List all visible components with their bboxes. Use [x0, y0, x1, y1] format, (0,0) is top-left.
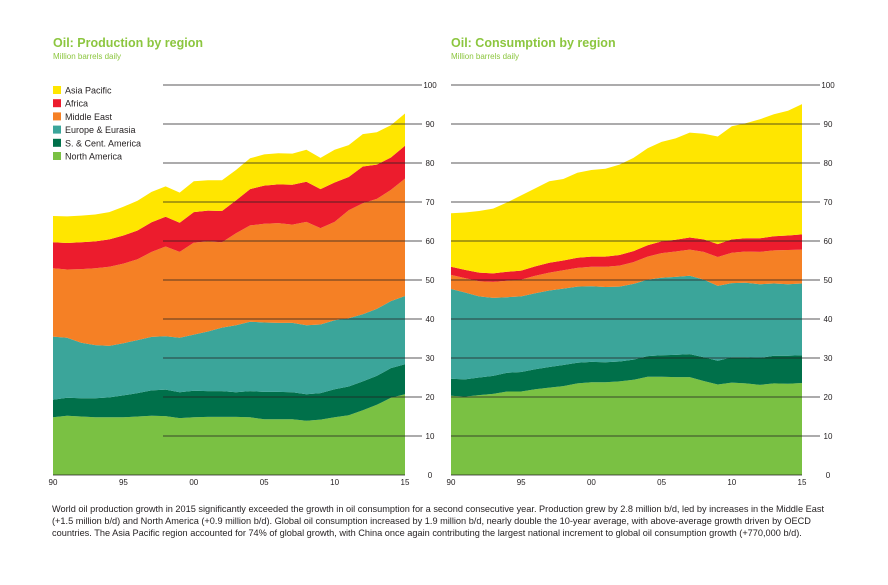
legend-label: Europe & Eurasia — [65, 125, 136, 135]
consumption-area-s-cent-america — [451, 354, 802, 397]
consumption-area-asia-pacific — [451, 104, 802, 274]
production-area-s-cent-america — [53, 364, 405, 421]
production-y-tick-label: 40 — [426, 315, 435, 324]
legend-label: Middle East — [65, 112, 113, 122]
production-y-tick-label: 90 — [426, 120, 435, 129]
consumption-y-tick-label: 20 — [824, 393, 833, 402]
legend-label: Asia Pacific — [65, 86, 112, 96]
consumption-y-tick-label: 70 — [824, 198, 833, 207]
consumption-x-tick-label: 00 — [587, 478, 596, 487]
consumption-y-tick-label: 60 — [824, 237, 833, 246]
legend-label: North America — [65, 152, 122, 162]
production-chart-subtitle: Million barrels daily — [53, 52, 122, 61]
production-y-tick-label: 10 — [426, 432, 435, 441]
consumption-y-tick-label: 80 — [824, 159, 833, 168]
consumption-y-tick-label: 100 — [821, 81, 835, 90]
consumption-chart-subtitle: Million barrels daily — [451, 52, 520, 61]
consumption-x-tick-label: 10 — [727, 478, 736, 487]
production-area-asia-pacific — [53, 113, 405, 243]
production-x-tick-label: 15 — [401, 478, 410, 487]
production-x-tick-label: 00 — [189, 478, 198, 487]
consumption-x-tick-label: 05 — [657, 478, 666, 487]
legend-swatch — [53, 99, 61, 108]
legend-swatch — [53, 112, 61, 121]
production-y-tick-label: 70 — [426, 198, 435, 207]
production-y-tick-label: 60 — [426, 237, 435, 246]
consumption-area-north-america — [451, 376, 802, 475]
production-x-tick-label: 10 — [330, 478, 339, 487]
production-y-tick-label: 20 — [426, 393, 435, 402]
production-y-tick-label: 0 — [428, 471, 433, 480]
production-x-tick-label: 90 — [49, 478, 58, 487]
legend-swatch — [53, 125, 61, 134]
consumption-area-middle-east — [451, 249, 802, 298]
production-chart-title: Oil: Production by region — [53, 36, 203, 50]
production-x-tick-label: 05 — [260, 478, 269, 487]
production-y-tick-label: 100 — [423, 81, 437, 90]
consumption-x-tick-label: 15 — [798, 478, 807, 487]
production-area-africa — [53, 145, 405, 270]
production-area-europe-eurasia — [53, 296, 405, 400]
consumption-y-tick-label: 30 — [824, 354, 833, 363]
chart-caption: World oil production growth in 2015 sign… — [52, 504, 825, 539]
legend-label: S. & Cent. America — [65, 138, 141, 148]
production-y-tick-label: 80 — [426, 159, 435, 168]
consumption-y-tick-label: 90 — [824, 120, 833, 129]
production-y-tick-label: 30 — [426, 354, 435, 363]
production-x-tick-label: 95 — [119, 478, 128, 487]
legend-label: Africa — [65, 99, 88, 109]
legend-swatch — [53, 152, 61, 160]
legend-swatch — [53, 138, 61, 147]
consumption-y-tick-label: 0 — [826, 471, 831, 480]
consumption-area-africa — [451, 234, 802, 282]
consumption-y-tick-label: 10 — [824, 432, 833, 441]
consumption-x-tick-label: 90 — [447, 478, 456, 487]
consumption-area-europe-eurasia — [451, 275, 802, 380]
consumption-y-tick-label: 50 — [824, 276, 833, 285]
legend-swatch — [53, 86, 61, 94]
consumption-x-tick-label: 95 — [517, 478, 526, 487]
production-y-tick-label: 50 — [426, 276, 435, 285]
production-area-north-america — [53, 394, 405, 475]
production-area-middle-east — [53, 178, 405, 346]
consumption-chart-title: Oil: Consumption by region — [451, 36, 616, 50]
consumption-y-tick-label: 40 — [824, 315, 833, 324]
